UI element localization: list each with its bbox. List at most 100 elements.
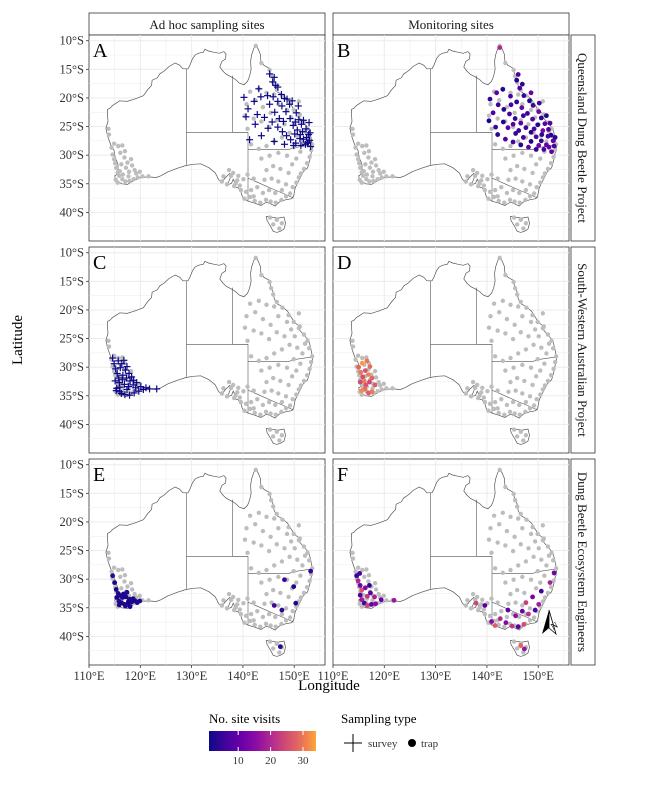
- background-site-point: [137, 593, 142, 598]
- background-site-point: [247, 406, 253, 412]
- background-site-point: [523, 433, 529, 438]
- background-site-point: [378, 383, 383, 388]
- background-site-point: [371, 178, 376, 184]
- background-site-point: [276, 526, 281, 531]
- background-site-point: [123, 179, 128, 184]
- background-site-point: [219, 179, 225, 184]
- survey-site-point: [246, 136, 254, 144]
- trap-site-point: [391, 597, 397, 603]
- background-site-point: [224, 606, 230, 611]
- background-site-point: [283, 194, 289, 199]
- background-site-point: [267, 279, 272, 285]
- background-site-point: [132, 167, 137, 173]
- background-site-point: [226, 591, 232, 597]
- background-site-point: [480, 385, 485, 390]
- background-site-point: [503, 543, 508, 548]
- background-site-point: [372, 156, 378, 162]
- survey-site-point: [297, 141, 305, 149]
- background-site-point: [489, 172, 494, 177]
- background-site-point: [231, 183, 237, 189]
- north-arrow-label: N: [549, 620, 560, 632]
- trap-site-point: [358, 369, 364, 375]
- background-site-point: [546, 341, 552, 346]
- background-site-point: [298, 149, 303, 154]
- background-site-point: [538, 580, 543, 585]
- background-site-point: [279, 197, 284, 202]
- background-site-point: [277, 438, 282, 443]
- background-site-point: [512, 411, 517, 416]
- background-site-point: [259, 156, 264, 161]
- background-site-point: [280, 517, 285, 522]
- background-site-point: [381, 381, 386, 386]
- background-site-point: [503, 484, 508, 490]
- background-site-point: [258, 412, 263, 417]
- trap-site-point: [490, 110, 496, 116]
- background-site-point: [373, 163, 379, 168]
- background-site-point: [292, 546, 297, 551]
- background-site-point: [522, 590, 527, 596]
- background-site-point: [268, 534, 273, 540]
- background-site-point: [279, 611, 285, 617]
- background-site-point: [292, 334, 297, 339]
- background-site-point: [475, 395, 481, 401]
- background-site-point: [502, 200, 507, 205]
- background-site-point: [238, 399, 244, 405]
- survey-site-point: [288, 97, 296, 105]
- trap-site-point: [369, 389, 375, 395]
- trap-site-point: [538, 138, 544, 144]
- background-site-point: [286, 382, 291, 388]
- x-tick-label: 130°E: [176, 669, 208, 683]
- background-site-point: [542, 383, 548, 388]
- background-site-point: [231, 607, 237, 613]
- background-site-point: [487, 189, 493, 194]
- trap-site-point: [521, 646, 527, 652]
- background-site-point: [364, 567, 369, 572]
- background-site-point: [512, 534, 517, 540]
- trap-site-point: [513, 613, 519, 619]
- background-site-point: [355, 141, 361, 146]
- legend-trap-icon: [408, 739, 416, 747]
- trap-site-point: [359, 388, 365, 394]
- background-site-point: [263, 621, 269, 626]
- background-site-point: [111, 156, 117, 162]
- background-site-point: [248, 187, 254, 193]
- trap-site-point: [367, 379, 372, 385]
- trap-site-point: [291, 584, 297, 590]
- trap-site-point: [507, 111, 512, 117]
- background-site-point: [514, 587, 520, 593]
- background-site-point: [287, 403, 293, 408]
- background-site-point: [106, 126, 111, 132]
- background-site-point: [243, 401, 249, 406]
- background-site-point: [504, 316, 510, 322]
- trap-site-point: [492, 623, 498, 628]
- background-site-point: [474, 594, 480, 600]
- background-site-point: [120, 143, 125, 148]
- background-site-point: [274, 330, 279, 335]
- trap-site-point: [367, 583, 372, 588]
- survey-site-point: [296, 135, 304, 143]
- background-site-point: [540, 99, 546, 104]
- background-site-point: [468, 394, 474, 399]
- trap-site-point: [497, 616, 503, 622]
- background-site-point: [376, 591, 381, 597]
- background-site-point: [235, 602, 240, 607]
- survey-site-point: [121, 366, 129, 374]
- background-site-point: [479, 390, 484, 395]
- background-site-point: [500, 298, 506, 303]
- background-site-point: [259, 272, 264, 278]
- y-tick-label: 30°S: [60, 572, 84, 586]
- survey-site-point: [130, 376, 138, 384]
- background-site-point: [245, 384, 250, 389]
- background-site-point: [126, 174, 131, 179]
- background-site-point: [279, 433, 285, 438]
- background-site-point: [123, 165, 129, 170]
- background-site-point: [242, 620, 247, 625]
- background-site-point: [255, 185, 260, 190]
- background-site-point: [553, 566, 559, 571]
- background-site-point: [503, 60, 508, 66]
- trap-site-point: [497, 45, 503, 50]
- background-site-point: [258, 624, 263, 629]
- background-site-point: [305, 338, 310, 344]
- background-site-point: [523, 559, 529, 564]
- trap-site-point: [489, 619, 494, 624]
